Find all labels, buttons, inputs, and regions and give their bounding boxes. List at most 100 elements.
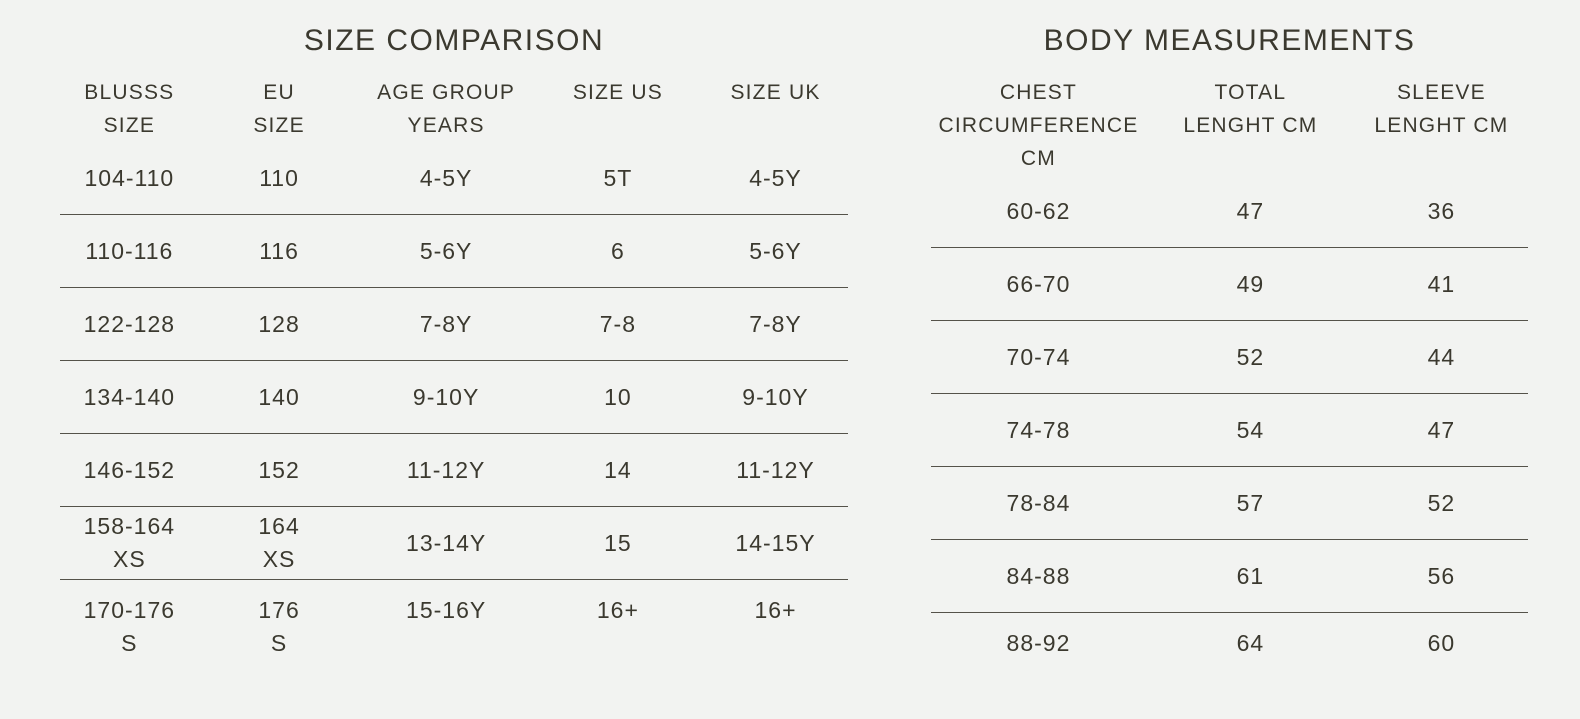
- table-cell: 164 XS: [199, 510, 360, 576]
- column-header-line: CIRCUMFERENCE CM: [938, 114, 1139, 170]
- table-cell: 158-164 XS: [60, 510, 199, 576]
- cell-line: 134-140: [83, 383, 176, 410]
- cell-line: 61: [1236, 562, 1265, 589]
- table-body: 104-110 110 4-5Y 5T 4-5Y 110-116 116 5-6Y 6 5-6Y 1…: [60, 142, 848, 686]
- table-cell: 14-15Y: [703, 527, 848, 560]
- cell-line: 140: [258, 383, 300, 410]
- column-header-line: SIZE: [103, 114, 156, 137]
- cell-line: 7-8: [599, 310, 637, 337]
- column-header: BLUSSS SIZE: [60, 76, 199, 142]
- table-cell: 11-12Y: [703, 454, 848, 487]
- table-cell: 70-74: [931, 341, 1146, 374]
- table-cell: 78-84: [931, 487, 1146, 520]
- column-header-line: BLUSSS: [84, 81, 175, 104]
- column-header-line: TOTAL: [1214, 81, 1287, 104]
- table-title: BODY MEASUREMENTS: [1043, 24, 1416, 57]
- table-cell: 52: [1355, 487, 1528, 520]
- cell-line: 128: [258, 310, 300, 337]
- column-header-line: SIZE: [253, 114, 305, 137]
- table-row: 70-74 52 44: [931, 321, 1528, 394]
- column-header: TOTAL LENGHT CM: [1146, 76, 1355, 142]
- cell-line: 116: [259, 237, 299, 264]
- cell-line: 11-12Y: [736, 456, 815, 483]
- table-cell: 116: [199, 235, 360, 268]
- cell-line: 60: [1427, 630, 1456, 656]
- table-cell: 152: [199, 454, 360, 487]
- cell-line: 9-10Y: [742, 383, 809, 410]
- cell-line: 16+: [596, 597, 639, 623]
- table-title: SIZE COMPARISON: [303, 24, 605, 57]
- table-row: 78-84 57 52: [931, 467, 1528, 540]
- table-cell: 6: [533, 235, 703, 268]
- table-cell: 16+: [703, 594, 848, 627]
- table-cell: 10: [533, 381, 703, 414]
- column-header: SIZE UK: [703, 76, 848, 109]
- table-cell: 176 S: [199, 594, 360, 660]
- cell-line: 13-14Y: [406, 529, 487, 556]
- column-header: SLEEVE LENGHT CM: [1355, 76, 1528, 142]
- table-cell: 14: [533, 454, 703, 487]
- cell-line: 57: [1236, 489, 1265, 516]
- body-measurements-table: BODY MEASUREMENTS CHEST CIRCUMFERENCE CM T…: [931, 0, 1528, 719]
- table-cell: 47: [1146, 195, 1355, 228]
- table-row: 84-88 61 56: [931, 540, 1528, 613]
- table-cell: 52: [1146, 341, 1355, 374]
- table-row: 146-152 152 11-12Y 14 11-12Y: [60, 434, 848, 507]
- cell-line: 5T: [603, 164, 633, 191]
- table-cell: 5-6Y: [703, 235, 848, 268]
- table-cell: 13-14Y: [359, 527, 532, 560]
- cell-line: 9-10Y: [412, 383, 480, 410]
- cell-line: 16+: [754, 597, 797, 623]
- table-cell: 16+: [533, 594, 703, 627]
- cell-line: 104-110: [84, 164, 175, 191]
- column-header-line: CHEST: [999, 81, 1078, 104]
- column-header-line: SIZE UK: [730, 81, 821, 104]
- cell-line: 4-5Y: [749, 164, 802, 191]
- cell-line: 146-152: [83, 456, 176, 483]
- cell-line: 14-15Y: [735, 529, 816, 556]
- column-header-line: LENGHT CM: [1183, 114, 1318, 137]
- table-body: 60-62 47 36 66-70 49 41 70-74 52 44 74-78 54 47 78-8…: [931, 175, 1528, 719]
- cell-line: 6: [611, 237, 625, 264]
- cell-line: 47: [1236, 197, 1265, 224]
- cell-line: 5-6Y: [419, 237, 473, 264]
- table-cell: 4-5Y: [359, 162, 532, 195]
- table-cell: 15: [533, 527, 703, 560]
- table-row: 66-70 49 41: [931, 248, 1528, 321]
- table-cell: 122-128: [60, 308, 199, 341]
- table-cell: 74-78: [931, 414, 1146, 447]
- cell-line: 5-6Y: [749, 237, 802, 264]
- table-cell: 47: [1355, 414, 1528, 447]
- table-cell: 60-62: [931, 195, 1146, 228]
- table-cell: 110: [199, 162, 360, 195]
- table-row: 110-116 116 5-6Y 6 5-6Y: [60, 215, 848, 288]
- cell-line: XS: [262, 546, 296, 572]
- cell-line: 110: [259, 164, 299, 191]
- cell-line: 122-128: [83, 310, 176, 337]
- cell-line: 14: [604, 456, 632, 483]
- table-cell: 56: [1355, 560, 1528, 593]
- cell-line: S: [270, 630, 288, 656]
- table-cell: 84-88: [931, 560, 1146, 593]
- column-header: AGE GROUP YEARS: [359, 76, 532, 142]
- cell-line: 49: [1236, 270, 1265, 297]
- table-cell: 9-10Y: [359, 381, 532, 414]
- cell-line: 11-12Y: [406, 456, 486, 483]
- table-cell: 57: [1146, 487, 1355, 520]
- cell-line: 176: [258, 597, 300, 623]
- column-header-line: LENGHT CM: [1374, 114, 1509, 137]
- cell-line: 7-8Y: [419, 310, 473, 337]
- cell-line: 54: [1236, 416, 1265, 443]
- cell-line: 66-70: [1006, 270, 1071, 297]
- column-header: CHEST CIRCUMFERENCE CM: [931, 76, 1146, 175]
- table-cell: 61: [1146, 560, 1355, 593]
- column-headers: CHEST CIRCUMFERENCE CM TOTAL LENGHT CM SLEEV…: [931, 76, 1528, 175]
- column-header-line: SLEEVE: [1396, 81, 1486, 104]
- cell-line: 7-8Y: [749, 310, 802, 337]
- cell-line: 158-164: [83, 513, 176, 539]
- table-cell: 110-116: [60, 235, 199, 268]
- table-row: 104-110 110 4-5Y 5T 4-5Y: [60, 142, 848, 215]
- table-cell: 15-16Y: [359, 594, 532, 627]
- table-cell: 64: [1146, 627, 1355, 660]
